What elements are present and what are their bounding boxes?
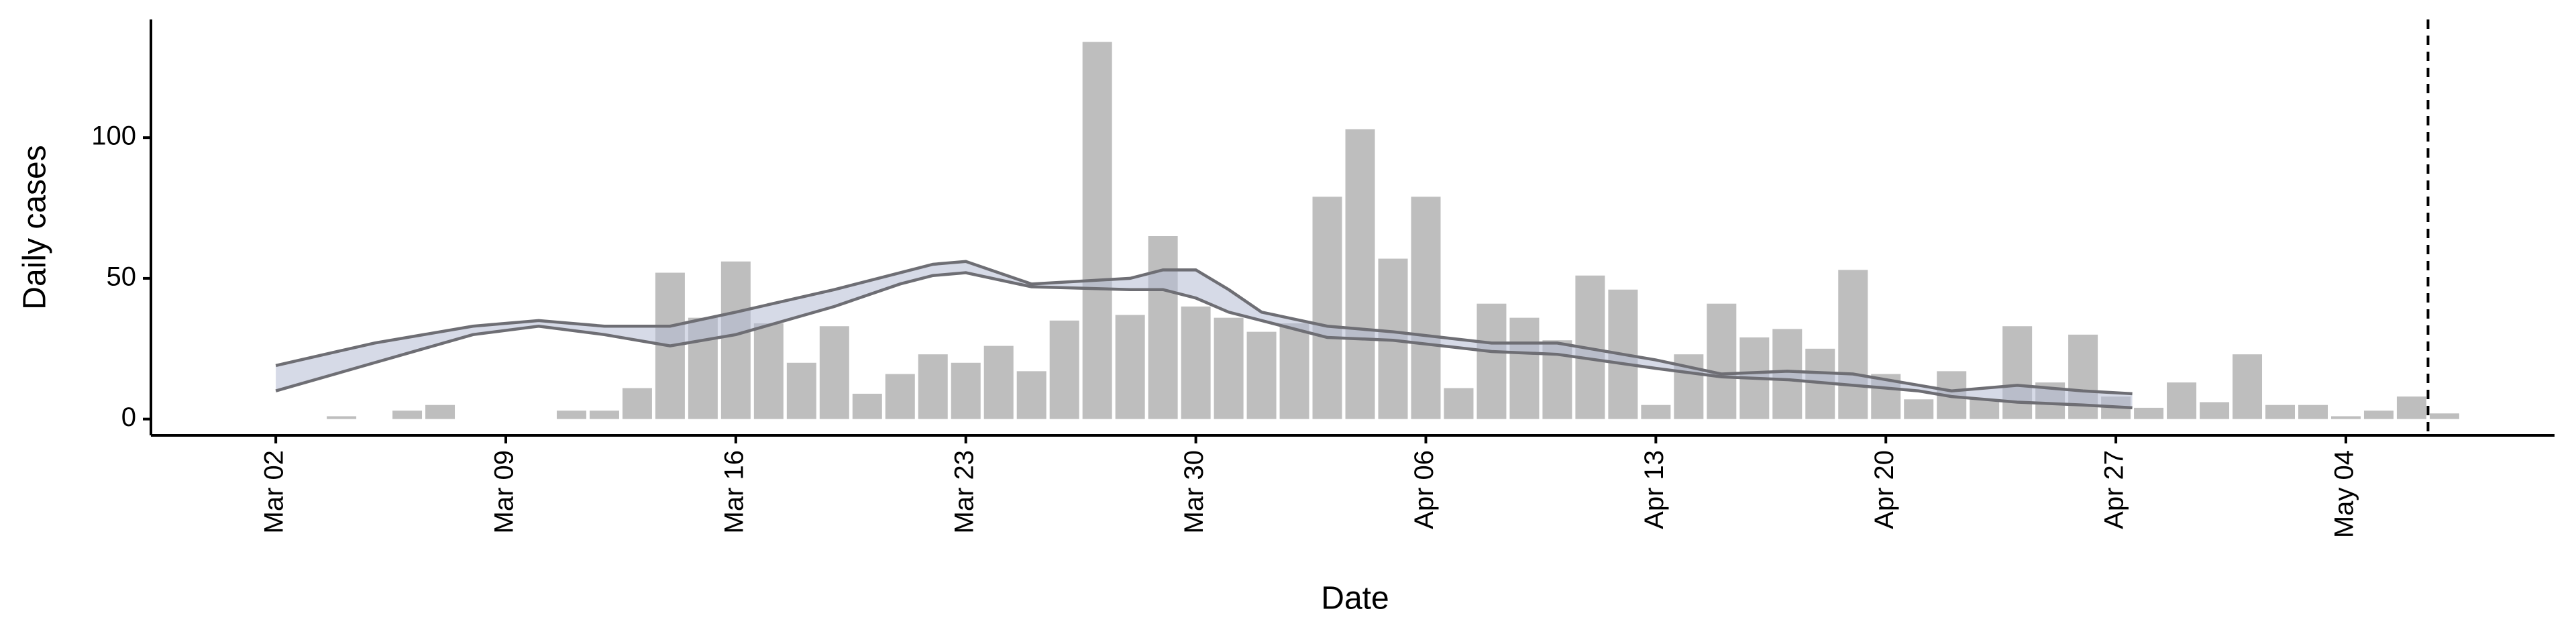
bar (1838, 270, 1868, 419)
bar (1049, 320, 1079, 419)
bar (2265, 405, 2296, 419)
bar (885, 374, 915, 419)
bar (1312, 197, 1342, 419)
bar (2167, 382, 2197, 419)
bar (1016, 371, 1046, 419)
bar (2429, 413, 2459, 419)
bar (753, 323, 784, 419)
y-axis-title: Daily cases (17, 145, 53, 309)
y-tick-label: 50 (107, 262, 137, 291)
bar (1082, 42, 1112, 419)
bar (1279, 323, 1309, 419)
x-tick-label: Apr 06 (1409, 450, 1439, 529)
bar (1115, 315, 1145, 419)
bar (327, 416, 357, 419)
x-tick-label: Mar 23 (949, 450, 979, 534)
bar (1641, 405, 1671, 419)
x-tick-label: Mar 16 (719, 450, 749, 534)
bar (622, 388, 652, 419)
bar (589, 411, 619, 419)
y-tick-label: 100 (91, 121, 136, 151)
bar (392, 411, 423, 419)
bar (1181, 306, 1211, 419)
bar (1477, 303, 1507, 419)
bar (1214, 317, 1244, 419)
bar (2396, 396, 2426, 419)
x-tick-label: Apr 27 (2100, 450, 2129, 529)
bar (1509, 317, 1540, 419)
bar (425, 405, 455, 419)
bar (1148, 236, 1178, 419)
ribbon (276, 261, 2133, 408)
bar (819, 326, 849, 419)
bar (1707, 303, 1737, 419)
bar (1970, 399, 2000, 419)
bar (2330, 416, 2361, 419)
bar (1411, 197, 1441, 419)
bar (918, 354, 948, 419)
bar (1246, 331, 1277, 419)
bar (2298, 405, 2328, 419)
x-tick-label: Mar 30 (1179, 450, 1209, 534)
bar (983, 345, 1014, 419)
bar (2200, 402, 2230, 419)
bound-line (275, 271, 2133, 410)
bar (852, 393, 882, 419)
x-tick-label: May 04 (2330, 450, 2359, 538)
bar (1444, 388, 1474, 419)
bar (786, 362, 816, 419)
bar (720, 261, 751, 419)
bar (2363, 411, 2394, 419)
bar (951, 362, 981, 419)
x-tick-label: Apr 13 (1640, 450, 1669, 529)
x-axis-title: Date (1321, 581, 1389, 616)
bar (2134, 407, 2164, 419)
bound-line (275, 260, 2133, 396)
bar (2002, 326, 2033, 419)
x-tick-label: Apr 20 (1870, 450, 1899, 529)
bar (1904, 399, 1934, 419)
x-tick-label: Mar 09 (490, 450, 519, 534)
bar (1345, 129, 1375, 419)
bar (2233, 354, 2263, 419)
x-tick-label: Mar 02 (260, 450, 289, 534)
bar (556, 411, 586, 419)
y-tick-label: 0 (121, 402, 136, 432)
